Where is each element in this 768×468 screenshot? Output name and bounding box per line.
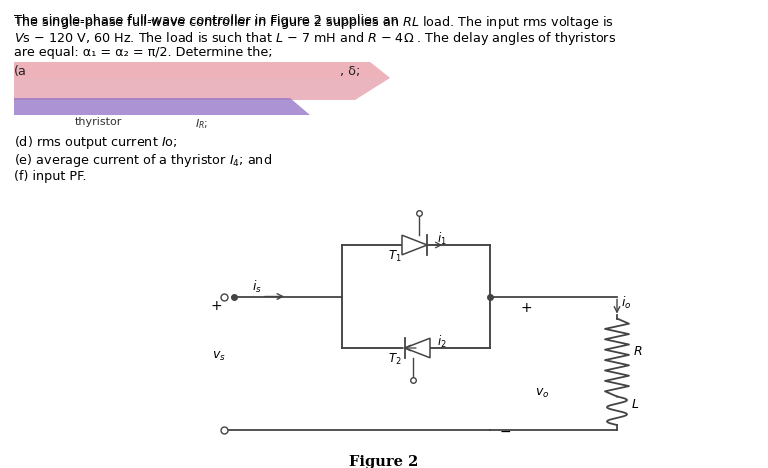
Text: (d) rms output current $I$o;: (d) rms output current $I$o;	[14, 134, 177, 151]
Polygon shape	[402, 235, 427, 255]
Text: $i_1$: $i_1$	[437, 231, 447, 247]
Polygon shape	[14, 98, 310, 115]
Text: $T_1$: $T_1$	[388, 249, 402, 264]
Text: $v_o$: $v_o$	[535, 387, 549, 400]
Text: The single-phase full-wave controller in Figure 2 supplies an $RL$ load. The inp: The single-phase full-wave controller in…	[14, 14, 614, 31]
Text: $i_o$: $i_o$	[621, 294, 631, 311]
Text: $L$: $L$	[631, 398, 639, 411]
Text: (e) average current of a thyristor $I_4$; and: (e) average current of a thyristor $I_4$…	[14, 152, 272, 169]
Text: $i_s$: $i_s$	[252, 278, 262, 294]
Bar	[342, 245, 490, 348]
Text: +: +	[210, 300, 222, 314]
Text: $V$s − 120 V, 60 Hz. The load is such that $L$ − 7 mH and $R$ − 4Ω . The delay a: $V$s − 120 V, 60 Hz. The load is such th…	[14, 30, 616, 47]
Polygon shape	[14, 62, 390, 78]
Text: +: +	[520, 300, 531, 314]
Text: (a: (a	[14, 65, 27, 78]
Text: $I_R$;: $I_R$;	[195, 117, 208, 131]
Text: $v_s$: $v_s$	[212, 350, 226, 363]
Polygon shape	[405, 338, 430, 358]
Text: thyristor: thyristor	[75, 117, 122, 127]
Text: Figure 2: Figure 2	[349, 455, 419, 468]
Polygon shape	[14, 62, 390, 100]
Text: $T_2$: $T_2$	[388, 352, 402, 367]
Text: The single-phase full-wave controller in Figure 2 supplies an: The single-phase full-wave controller in…	[14, 14, 402, 27]
Text: $R$: $R$	[633, 345, 643, 358]
Text: , δ;: , δ;	[340, 65, 360, 78]
Text: $i_2$: $i_2$	[437, 334, 447, 350]
Text: are equal: α₁ = α₂ = π/2. Determine the;: are equal: α₁ = α₂ = π/2. Determine the;	[14, 46, 273, 59]
Text: −: −	[500, 425, 511, 439]
Text: (f) input PF.: (f) input PF.	[14, 170, 87, 183]
